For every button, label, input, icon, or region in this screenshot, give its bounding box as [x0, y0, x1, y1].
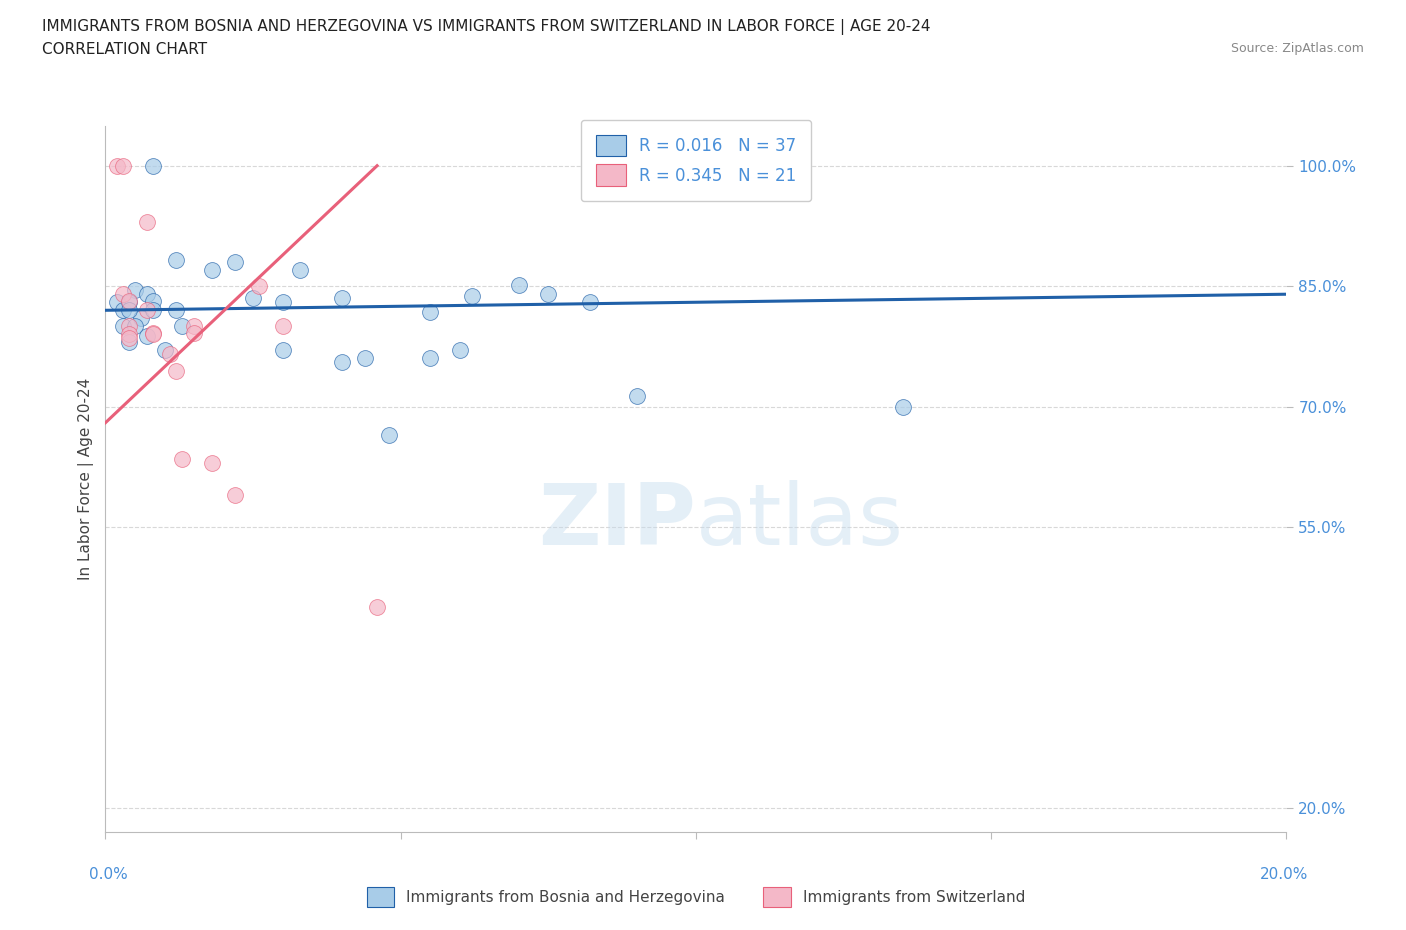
Point [142, 303, 165, 318]
Text: IMMIGRANTS FROM BOSNIA AND HERZEGOVINA VS IMMIGRANTS FROM SWITZERLAND IN LABOR F: IMMIGRANTS FROM BOSNIA AND HERZEGOVINA V… [42, 19, 931, 34]
Point [271, 295, 294, 310]
Point [201, 456, 224, 471]
Text: Source: ZipAtlas.com: Source: ZipAtlas.com [1230, 42, 1364, 55]
Point [142, 326, 165, 340]
Point [165, 303, 187, 318]
Point [118, 295, 141, 310]
Point [419, 351, 441, 365]
Point [224, 487, 246, 502]
Point [105, 158, 128, 173]
Point [135, 328, 157, 343]
Point [153, 343, 176, 358]
Point [460, 288, 482, 303]
Point [271, 343, 294, 358]
Point [105, 295, 128, 310]
Point [165, 253, 187, 268]
Point [118, 319, 141, 334]
Point [172, 451, 194, 466]
Point [247, 279, 270, 294]
Point [172, 319, 194, 334]
Point [159, 347, 181, 362]
Point [183, 326, 205, 340]
Point [330, 291, 353, 306]
Point [124, 283, 146, 298]
Point [330, 355, 353, 370]
Point [378, 428, 401, 443]
Point [224, 255, 246, 270]
Point [112, 158, 135, 173]
Legend: R = 0.016   N = 37, R = 0.345   N = 21: R = 0.016 N = 37, R = 0.345 N = 21 [581, 120, 811, 201]
Point [135, 215, 157, 230]
Point [165, 363, 187, 378]
Point [118, 335, 141, 350]
Point [449, 343, 471, 358]
Point [508, 277, 530, 292]
Text: 0.0%: 0.0% [89, 867, 128, 882]
Point [419, 304, 441, 319]
Point [124, 319, 146, 334]
Point [354, 351, 377, 365]
Point [129, 311, 152, 325]
Point [366, 600, 388, 615]
Point [201, 262, 224, 277]
Legend: Immigrants from Bosnia and Herzegovina, Immigrants from Switzerland: Immigrants from Bosnia and Herzegovina, … [360, 882, 1032, 913]
Point [112, 319, 135, 334]
Point [135, 286, 157, 301]
Point [271, 319, 294, 334]
Text: ZIP: ZIP [538, 480, 696, 563]
Text: CORRELATION CHART: CORRELATION CHART [42, 42, 207, 57]
Text: atlas: atlas [696, 480, 904, 563]
Text: 20.0%: 20.0% [1260, 867, 1308, 882]
Point [242, 291, 264, 306]
Point [626, 389, 648, 404]
Point [112, 303, 135, 318]
Point [290, 262, 312, 277]
Point [142, 293, 165, 308]
Point [112, 286, 135, 301]
Point [142, 158, 165, 173]
Point [118, 293, 141, 308]
Point [537, 286, 560, 301]
Point [118, 327, 141, 342]
Point [118, 303, 141, 318]
Point [578, 295, 600, 310]
Point [891, 399, 914, 414]
Y-axis label: In Labor Force | Age 20-24: In Labor Force | Age 20-24 [79, 378, 94, 580]
Point [142, 327, 165, 342]
Point [183, 319, 205, 334]
Point [118, 331, 141, 346]
Point [135, 303, 157, 318]
